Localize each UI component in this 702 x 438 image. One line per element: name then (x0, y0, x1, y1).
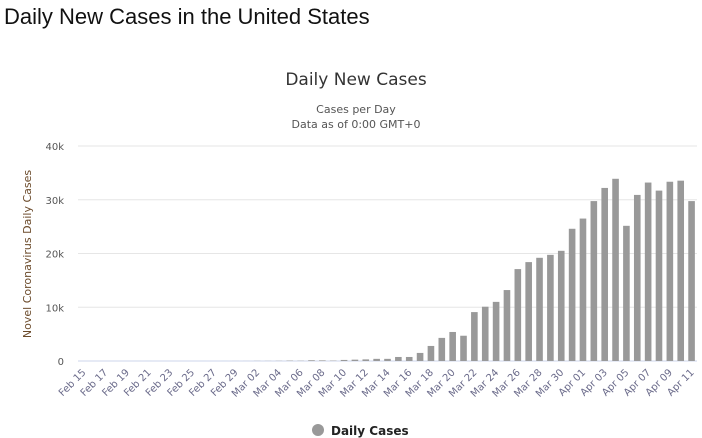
bar[interactable] (362, 359, 370, 361)
bar[interactable] (427, 345, 435, 361)
bar[interactable] (655, 190, 663, 361)
y-tick-label: 30k (45, 196, 64, 207)
bar[interactable] (373, 358, 380, 361)
y-tick-label: 0 (58, 357, 64, 368)
bar[interactable] (579, 218, 587, 361)
bar[interactable] (666, 181, 674, 361)
bar[interactable] (492, 301, 500, 361)
bar[interactable] (568, 228, 576, 361)
bar[interactable] (438, 337, 446, 361)
bar[interactable] (384, 358, 391, 361)
bar[interactable] (503, 290, 511, 361)
bar[interactable] (471, 312, 478, 361)
bar[interactable] (677, 180, 685, 361)
bar[interactable] (351, 359, 359, 361)
bar[interactable] (633, 194, 641, 361)
bar[interactable] (644, 182, 652, 361)
bar[interactable] (308, 360, 315, 361)
bar[interactable] (395, 356, 402, 361)
bar[interactable] (623, 225, 630, 361)
bar[interactable] (688, 201, 695, 361)
bar[interactable] (481, 306, 489, 361)
legend-label: Daily Cases (331, 424, 409, 438)
y-tick-label: 20k (45, 250, 64, 261)
bar[interactable] (525, 262, 532, 361)
page-title: Daily New Cases in the United States (4, 4, 370, 29)
bar[interactable] (449, 331, 456, 361)
bar[interactable] (547, 254, 554, 361)
bar[interactable] (536, 257, 543, 361)
chart-subtitle-line-2: Data as of 0:00 GMT+0 (292, 118, 421, 131)
y-tick-label: 10k (45, 303, 64, 314)
chart-title: Daily New Cases (285, 70, 427, 90)
legend-marker (312, 424, 324, 436)
bar[interactable] (416, 352, 424, 361)
bar[interactable] (590, 201, 598, 361)
bar[interactable] (319, 360, 326, 361)
legend-item-daily-cases[interactable]: Daily Cases (312, 424, 409, 438)
y-axis-label: Novel Coronavirus Daily Cases (21, 170, 34, 338)
bar[interactable] (612, 178, 619, 361)
bar[interactable] (460, 335, 467, 361)
bar[interactable] (601, 187, 608, 361)
chart-subtitle-line-1: Cases per Day (316, 103, 396, 116)
y-tick-label: 40k (45, 142, 64, 153)
bar[interactable] (557, 250, 565, 361)
bar[interactable] (405, 356, 413, 361)
bar[interactable] (340, 359, 348, 361)
bar[interactable] (514, 269, 522, 361)
